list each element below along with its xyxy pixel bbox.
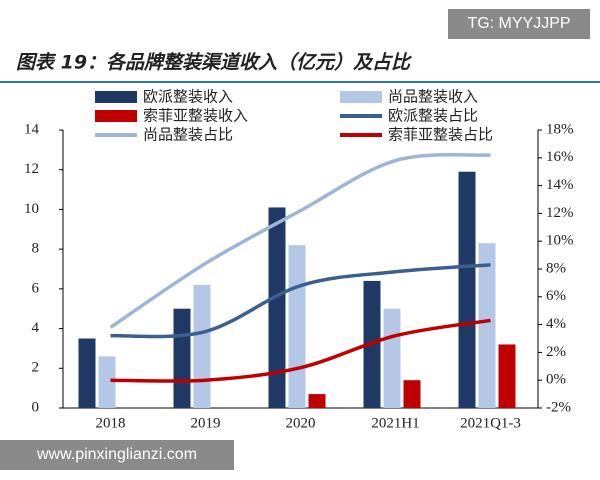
y2-tick-label: 0% bbox=[546, 372, 566, 388]
y-tick-label: 4 bbox=[32, 320, 40, 336]
x-tick-label: 2018 bbox=[96, 415, 126, 431]
legend-label: 欧派整装占比 bbox=[388, 107, 478, 125]
bar bbox=[78, 338, 96, 408]
x-tick-label: 2019 bbox=[191, 415, 221, 431]
legend-label: 尚品整装占比 bbox=[143, 126, 233, 144]
legend-label: 索菲亚整装占比 bbox=[388, 126, 493, 144]
y-tick-label: 2 bbox=[32, 360, 40, 376]
y2-tick-label: 4% bbox=[546, 316, 566, 332]
y2-tick-label: 12% bbox=[546, 205, 574, 221]
bar bbox=[193, 284, 211, 408]
bar bbox=[458, 171, 476, 408]
bar bbox=[498, 344, 516, 408]
bar bbox=[478, 243, 496, 408]
watermark: TG: MYYJJPP bbox=[467, 15, 570, 32]
y2-tick-label: 16% bbox=[546, 149, 574, 165]
y2-tick-label: 14% bbox=[546, 177, 574, 193]
watermark-box bbox=[0, 440, 234, 470]
legend-label: 欧派整装收入 bbox=[143, 88, 233, 106]
bar bbox=[308, 394, 326, 408]
chart-title: 图表 19：各品牌整装渠道收入（亿元）及占比 bbox=[16, 52, 412, 74]
y-tick-label: 12 bbox=[24, 161, 39, 177]
y2-tick-label: -2% bbox=[546, 399, 571, 415]
bar bbox=[403, 380, 421, 408]
x-tick-label: 2020 bbox=[286, 415, 316, 431]
watermark-box bbox=[448, 9, 590, 39]
y-tick-label: 8 bbox=[32, 241, 40, 257]
x-tick-label: 2021Q1-3 bbox=[460, 415, 521, 431]
x-tick-label: 2021H1 bbox=[371, 415, 419, 431]
watermark: www.pinxinglianzi.com bbox=[36, 446, 197, 463]
legend-label: 尚品整装收入 bbox=[388, 88, 478, 106]
y2-tick-label: 10% bbox=[546, 233, 574, 249]
y2-tick-label: 8% bbox=[546, 260, 566, 276]
line bbox=[109, 152, 491, 329]
line bbox=[110, 263, 491, 339]
y2-tick-label: 2% bbox=[546, 344, 566, 360]
bar bbox=[173, 308, 191, 408]
y-tick-label: 14 bbox=[24, 121, 40, 137]
y-tick-label: 0 bbox=[32, 399, 40, 415]
y-tick-label: 6 bbox=[32, 280, 40, 296]
y-tick-label: 10 bbox=[24, 201, 39, 217]
legend-swatch bbox=[95, 110, 137, 122]
line bbox=[110, 318, 491, 383]
bar bbox=[383, 308, 401, 408]
legend-label: 索菲亚整装收入 bbox=[143, 107, 248, 125]
legend-swatch bbox=[340, 91, 382, 103]
y2-tick-label: 6% bbox=[546, 288, 566, 304]
y2-tick-label: 18% bbox=[546, 121, 574, 137]
bar bbox=[268, 207, 286, 408]
bar bbox=[288, 245, 306, 408]
legend-swatch bbox=[95, 91, 137, 103]
bar bbox=[98, 356, 116, 408]
